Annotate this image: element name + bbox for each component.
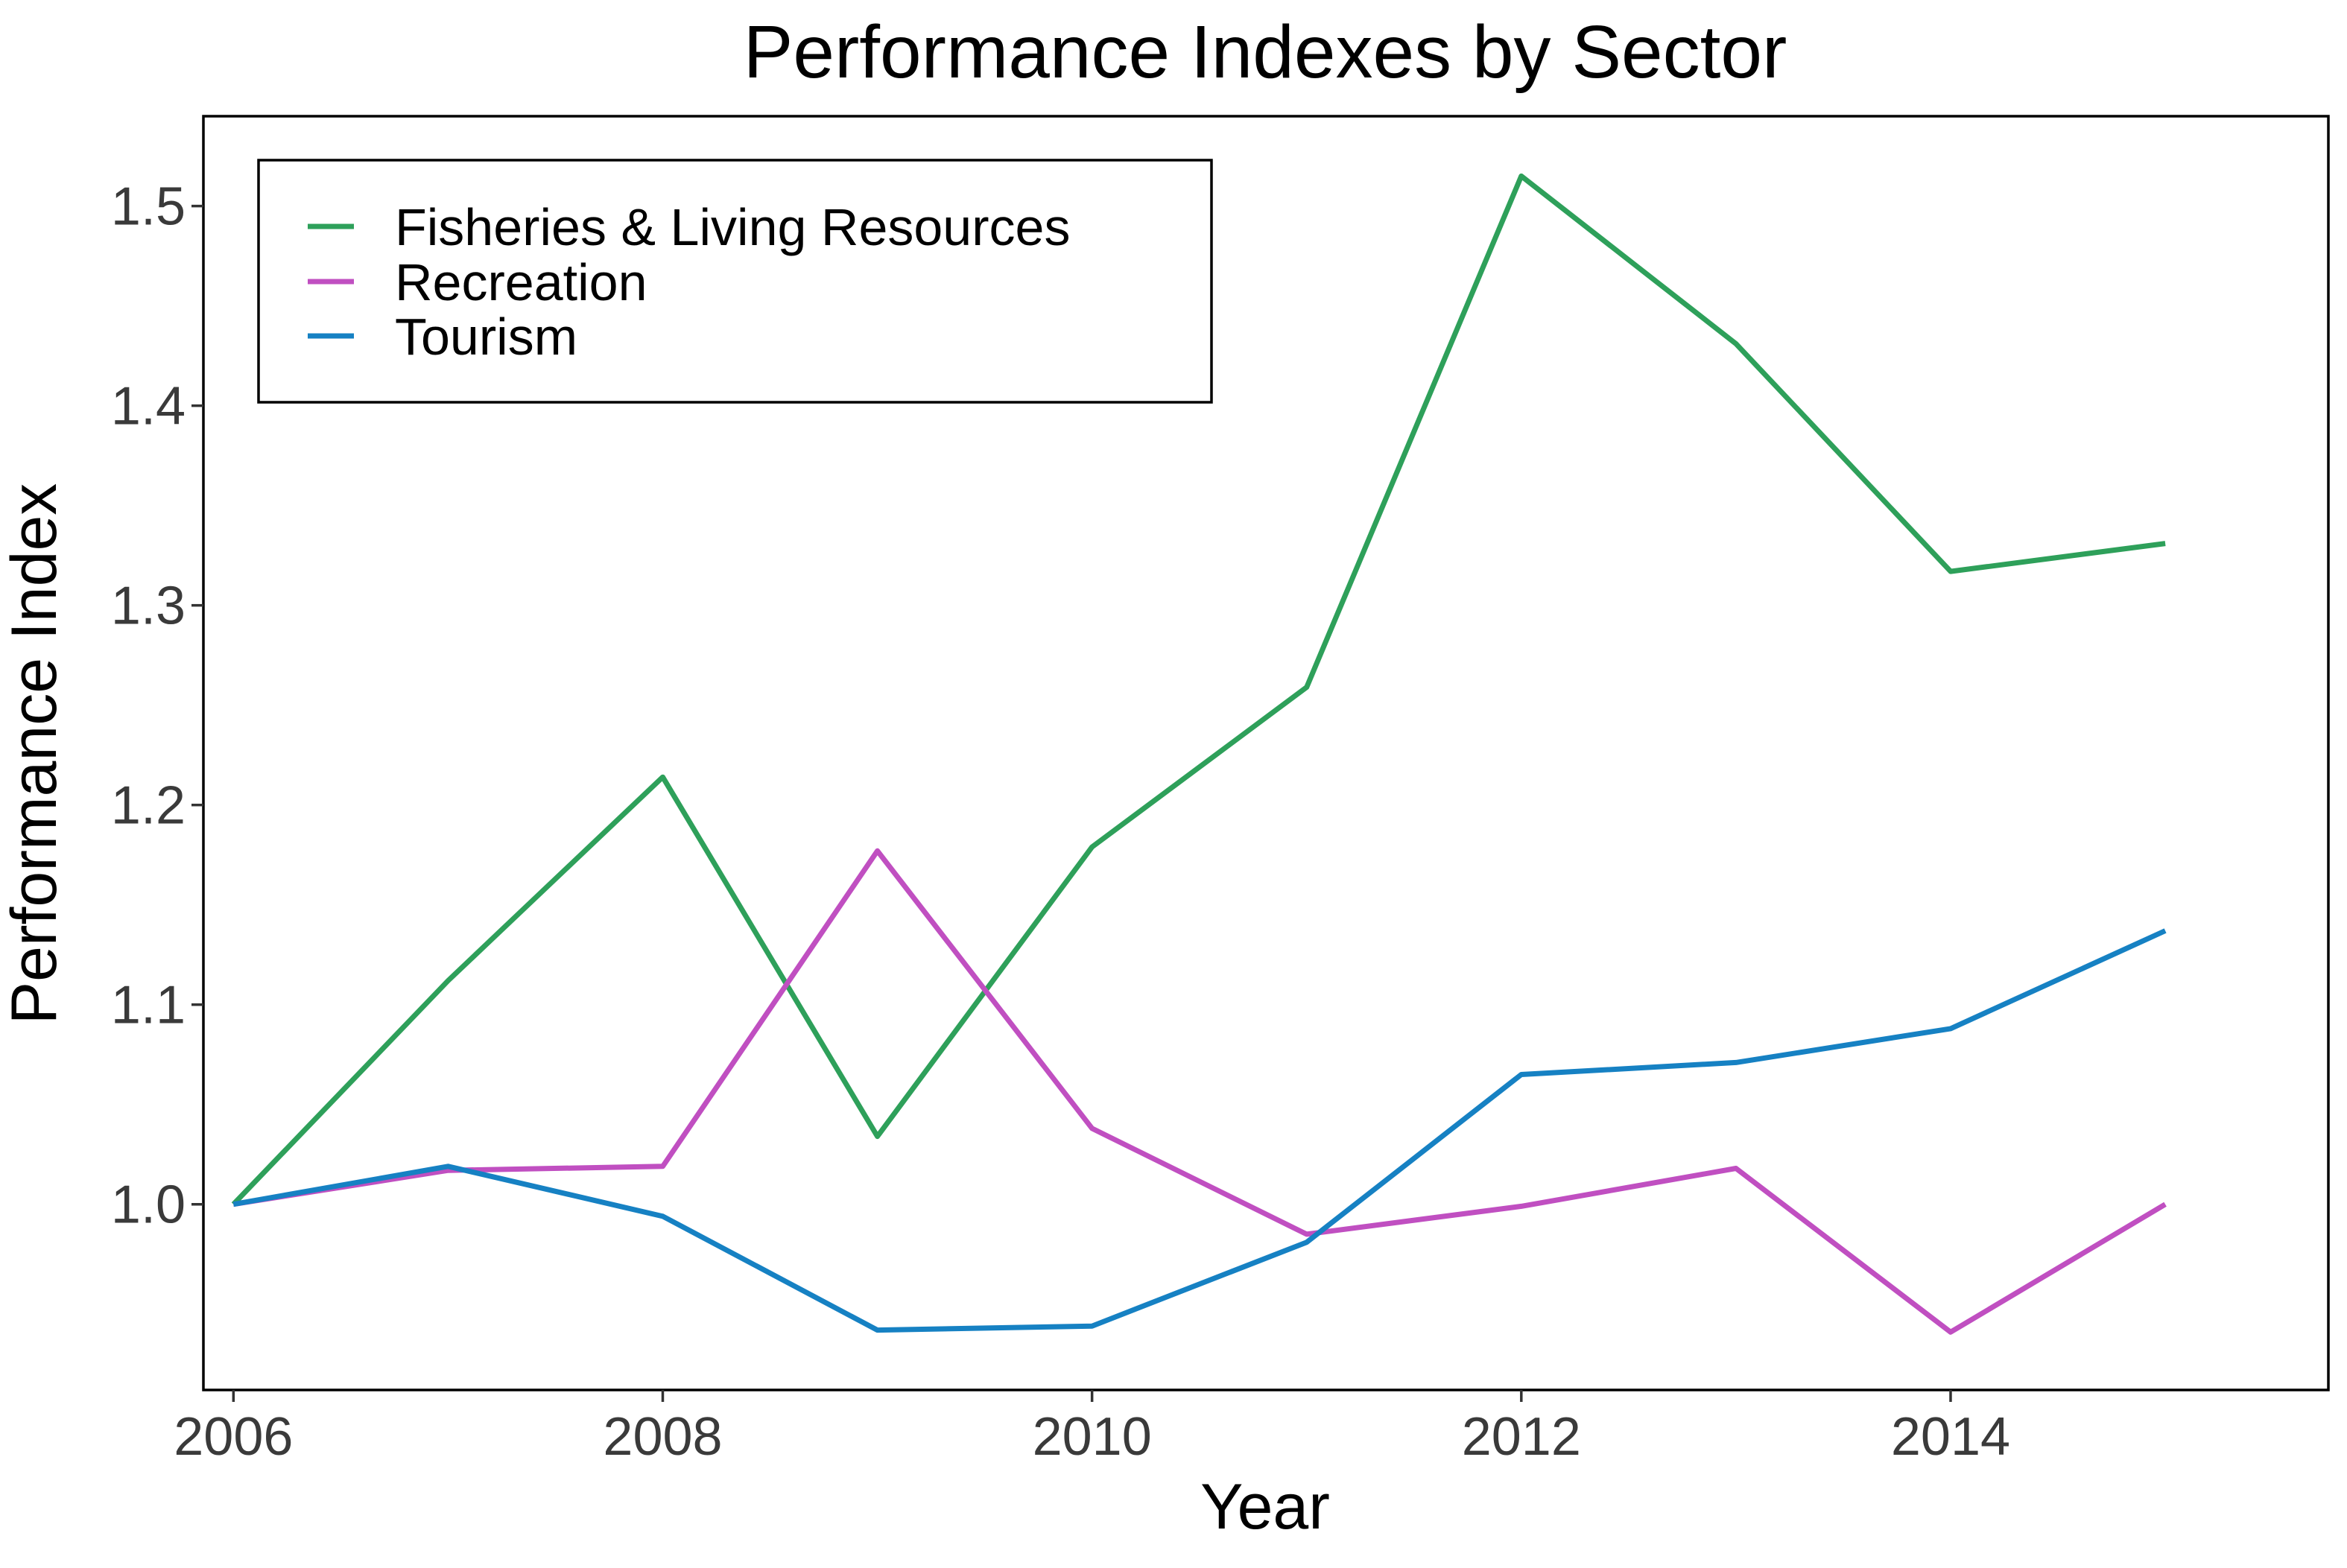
x-tick-label: 2014 [1891, 1407, 2010, 1467]
series-line-tourism [232, 928, 2167, 1333]
x-tick-label: 2012 [1462, 1407, 1581, 1467]
y-tick-label: 1.2 [111, 776, 186, 836]
y-tick-label: 1.4 [111, 377, 186, 437]
legend: Fisheries & Living ResourcesRecreationTo… [257, 159, 1213, 404]
series-line-recreation [232, 848, 2167, 1335]
y-axis: 1.0 1.1 1.2 1.3 1.4 1.5 [111, 177, 203, 1235]
legend-label-tourism: Tourism [395, 308, 577, 366]
y-axis-title: Performance Index [0, 483, 70, 1025]
x-axis: 2006 2008 2010 2012 2014 [174, 1390, 2010, 1467]
legend-label-fisheries-living-resources: Fisheries & Living Resources [395, 198, 1070, 256]
y-tick-label: 1.3 [111, 577, 186, 636]
y-tick-label: 1.1 [111, 976, 186, 1035]
x-tick-label: 2008 [603, 1407, 722, 1467]
legend-label-recreation: Recreation [395, 253, 647, 311]
chart-title: Performance Indexes by Sector [744, 10, 1787, 94]
series-line-fisheries-living-resources [231, 173, 2166, 1207]
y-tick-label: 1.0 [111, 1175, 186, 1235]
x-axis-title: Year [1200, 1471, 1330, 1543]
series-layer [231, 173, 2167, 1335]
legend-box [257, 159, 1213, 404]
x-tick-label: 2006 [174, 1407, 293, 1467]
y-tick-label: 1.5 [111, 177, 186, 237]
plot-panel [202, 115, 2330, 1391]
x-tick-label: 2010 [1033, 1407, 1152, 1467]
